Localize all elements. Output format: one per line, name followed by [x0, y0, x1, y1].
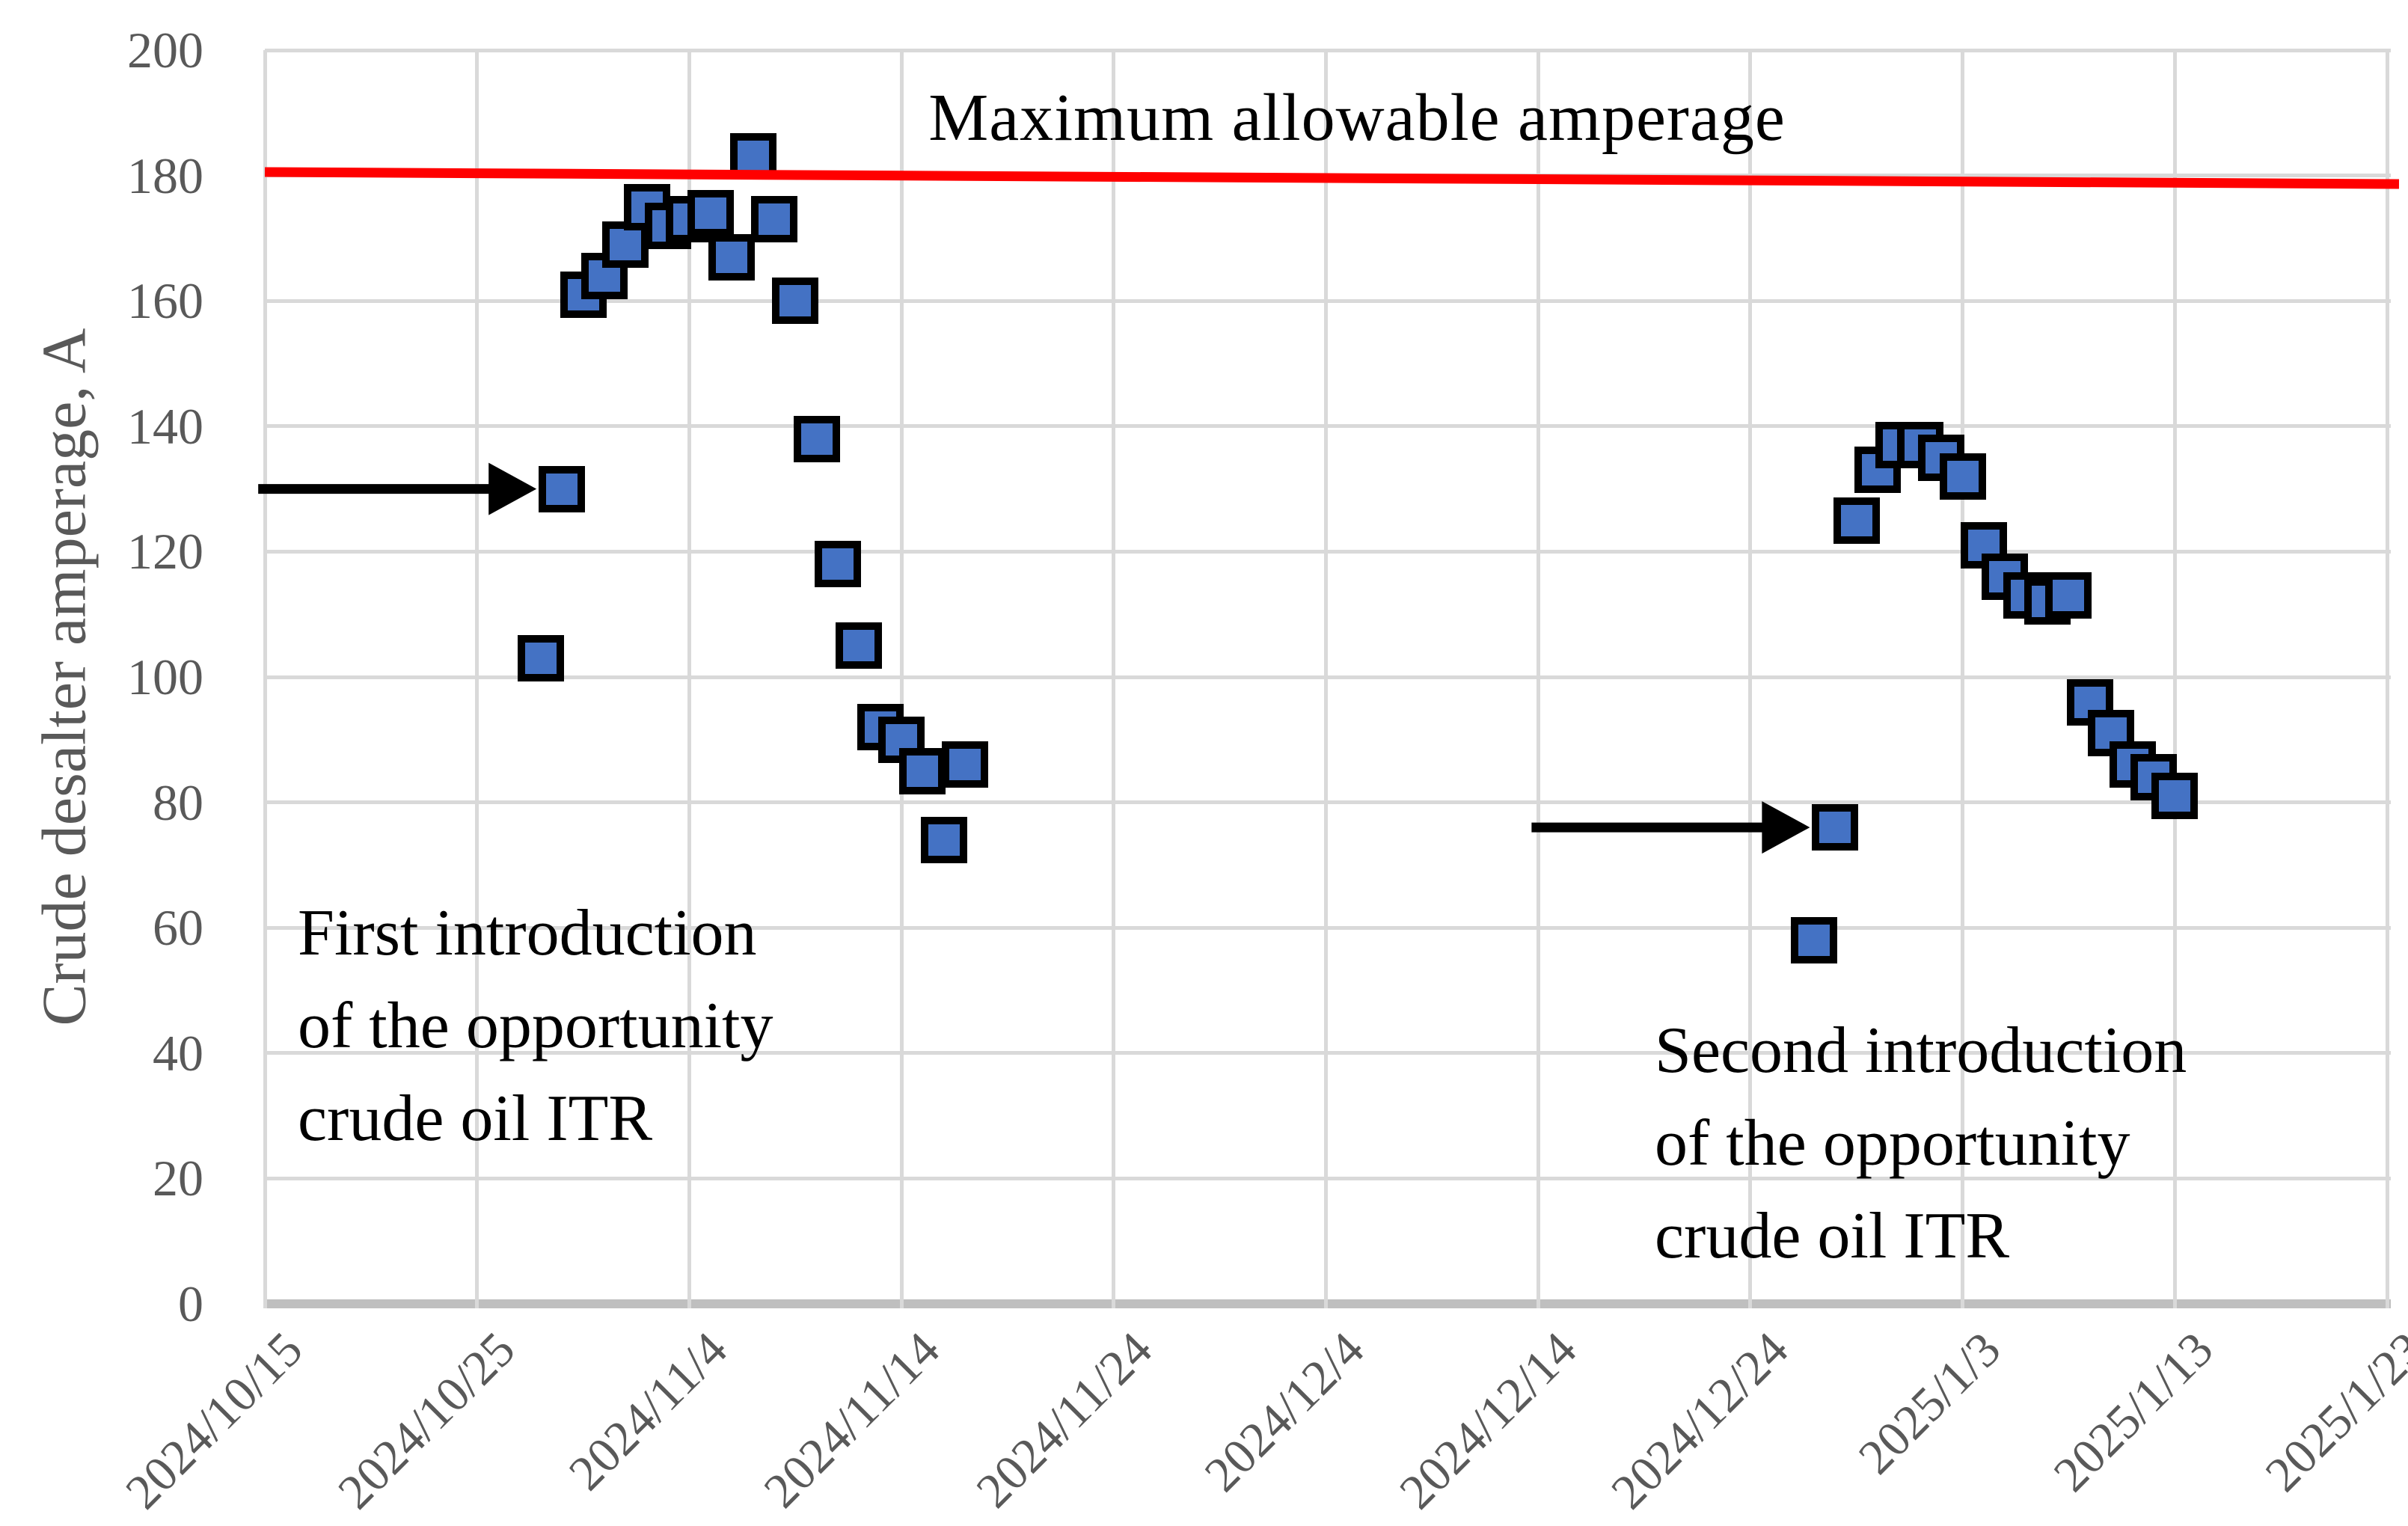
data-point-2024/11/12	[836, 622, 883, 669]
x-tick-label-2024/12/24: 2024/12/24	[1601, 1322, 1799, 1520]
gridline-x-2024/10/15	[263, 50, 267, 1308]
data-point-2024/11/11	[814, 541, 861, 588]
x-tick-label-2024/12/14: 2024/12/14	[1388, 1322, 1587, 1520]
data-point-2024/11/5	[687, 189, 734, 236]
x-tick-label-2025/1/13: 2025/1/13	[2043, 1322, 2224, 1503]
x-tick-label-2024/11/14: 2024/11/14	[753, 1322, 950, 1519]
y-tick-label-200: 200	[127, 22, 203, 79]
gridline-y-140	[265, 424, 2391, 429]
gridline-x-2024/12/14	[1536, 50, 1540, 1308]
data-point-2024/11/8	[750, 196, 797, 243]
annotation-line: of the opportunity	[1655, 1107, 2130, 1180]
gridline-y-40	[265, 1051, 2391, 1055]
y-tick-label-0: 0	[178, 1275, 203, 1332]
data-point-2024/10/29	[539, 465, 586, 512]
y-tick-label-140: 140	[127, 397, 203, 455]
y-tick-label-40: 40	[153, 1024, 203, 1082]
annotation-first-introduction: First introduction of the opportunity cr…	[298, 887, 773, 1165]
gridline-x-2024/10/25	[475, 50, 480, 1308]
gridline-y-200	[265, 48, 2391, 52]
x-tick-label-2025/1/23: 2025/1/23	[2255, 1322, 2408, 1503]
data-point-2024/11/6	[708, 233, 756, 281]
y-tick-label-60: 60	[153, 899, 203, 957]
data-point-2025/1/8	[2045, 572, 2092, 619]
data-point-2025/1/3	[1939, 453, 1986, 500]
data-point-2024/11/16	[920, 816, 967, 863]
x-tick-label-2024/11/4: 2024/11/4	[559, 1322, 738, 1501]
y-tick-label-100: 100	[127, 649, 203, 705]
x-tick-label-2025/1/3: 2025/1/3	[1848, 1322, 2012, 1485]
annotation-second-introduction: Second introduction of the opportunity c…	[1655, 1005, 2187, 1283]
y-tick-label-120: 120	[127, 523, 203, 580]
gridline-x-2025/1/3	[1961, 50, 1965, 1308]
gridline-y-180	[265, 174, 2391, 178]
arrow-head-1	[1762, 801, 1810, 854]
data-point-2025/1/13	[2151, 773, 2199, 820]
gridline-x-2024/11/4	[687, 50, 691, 1308]
gridline-x-2024/12/4	[1324, 50, 1328, 1308]
y-tick-label-80: 80	[153, 773, 203, 831]
gridline-y-20	[265, 1176, 2391, 1180]
gridline-x-2025/1/23	[2385, 50, 2389, 1308]
gridline-y-80	[265, 800, 2391, 805]
gridline-x-2024/12/24	[1748, 50, 1753, 1308]
annotation-line: Second introduction	[1655, 1014, 2187, 1087]
gridline-y-60	[265, 925, 2391, 930]
data-point-2024/11/15	[899, 747, 946, 794]
y-tick-label-20: 20	[153, 1150, 203, 1207]
y-tick-label-160: 160	[127, 272, 203, 330]
gridline-x-2024/11/14	[899, 50, 904, 1308]
annotation-line: First introduction	[298, 897, 757, 969]
annotation-line: crude oil ITR	[298, 1082, 653, 1155]
data-point-2024/11/10	[793, 415, 840, 462]
gridline-y-120	[265, 549, 2391, 554]
data-point-2024/11/9	[772, 278, 819, 325]
gridline-x-2025/1/13	[2172, 50, 2177, 1308]
x-tick-label-2024/11/24: 2024/11/24	[966, 1322, 1162, 1519]
data-point-2024/12/27	[1791, 916, 1837, 963]
x-tick-label-2024/10/25: 2024/10/25	[328, 1322, 526, 1520]
data-point-2024/11/17	[942, 741, 989, 788]
reference-line-label: Maximum allowable amperage	[928, 81, 1786, 155]
annotation-line: of the opportunity	[298, 990, 773, 1062]
data-point-2024/11/7	[729, 133, 776, 180]
data-point-2024/12/29	[1833, 497, 1880, 544]
gridline-x-2024/11/24	[1112, 50, 1116, 1308]
gridline-y-100	[265, 675, 2391, 679]
x-tick-label-2024/10/15: 2024/10/15	[115, 1322, 313, 1520]
arrow-head-0	[488, 462, 537, 515]
x-tick-label-2024/12/4: 2024/12/4	[1194, 1322, 1375, 1503]
data-point-2024/12/28	[1812, 804, 1859, 851]
gridline-y-160	[265, 298, 2391, 303]
annotation-line: crude oil ITR	[1655, 1200, 2010, 1272]
gridline-y-0	[265, 1299, 2391, 1308]
y-tick-label-180: 180	[127, 147, 203, 204]
data-point-2024/10/28	[517, 634, 564, 681]
